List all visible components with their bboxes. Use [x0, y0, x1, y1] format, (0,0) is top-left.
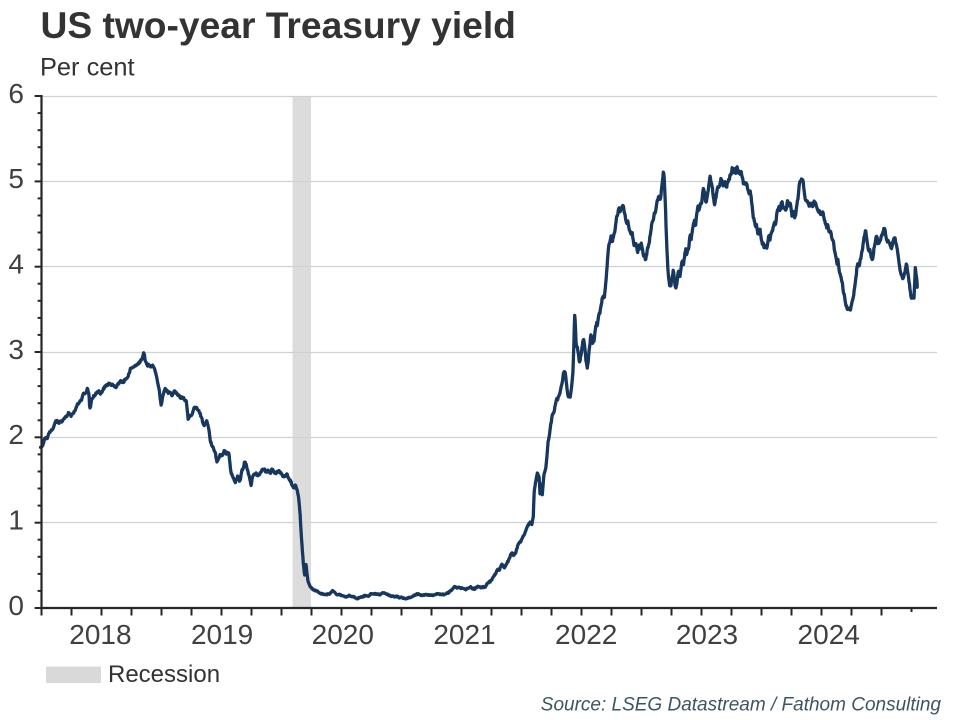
svg-text:Source: LSEG Datastream / Fath: Source: LSEG Datastream / Fathom Consult…	[541, 695, 942, 716]
svg-text:Per cent: Per cent	[40, 54, 135, 82]
svg-text:3: 3	[8, 334, 24, 365]
svg-text:2023: 2023	[676, 619, 738, 650]
svg-text:2020: 2020	[312, 619, 374, 650]
svg-text:5: 5	[8, 163, 24, 194]
svg-text:6: 6	[8, 78, 24, 109]
svg-text:US two-year Treasury yield: US two-year Treasury yield	[41, 4, 516, 46]
svg-text:2022: 2022	[555, 619, 617, 650]
svg-text:2021: 2021	[433, 619, 495, 650]
svg-text:4: 4	[8, 249, 24, 280]
svg-text:Recession: Recession	[108, 661, 220, 688]
svg-text:2019: 2019	[191, 619, 253, 650]
svg-text:2: 2	[8, 419, 24, 450]
svg-text:1: 1	[8, 505, 24, 536]
svg-text:2024: 2024	[798, 619, 860, 650]
svg-text:0: 0	[8, 590, 24, 621]
svg-text:2018: 2018	[69, 619, 131, 650]
